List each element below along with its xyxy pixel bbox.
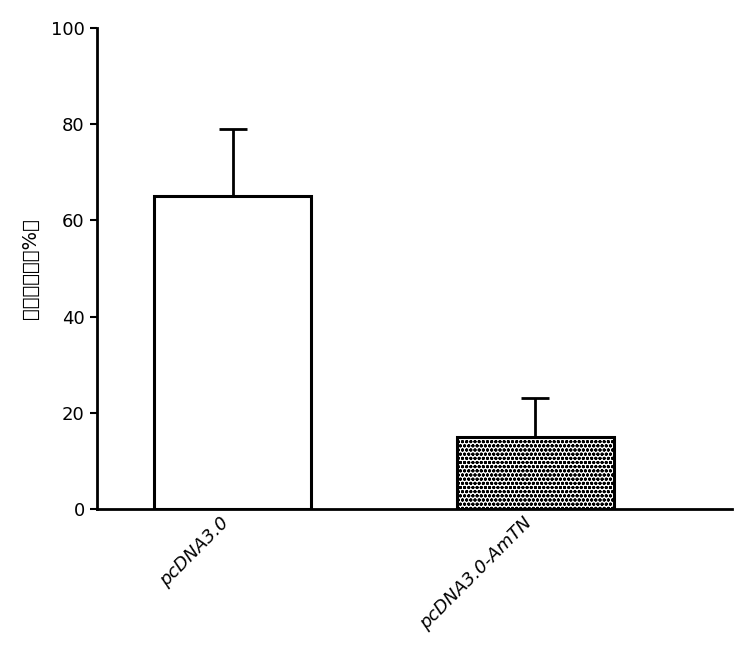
Bar (154, 196, 312, 509)
Y-axis label: 细胞增殖率（%）: 细胞增殖率（%） (21, 218, 40, 319)
Bar (457, 437, 614, 509)
